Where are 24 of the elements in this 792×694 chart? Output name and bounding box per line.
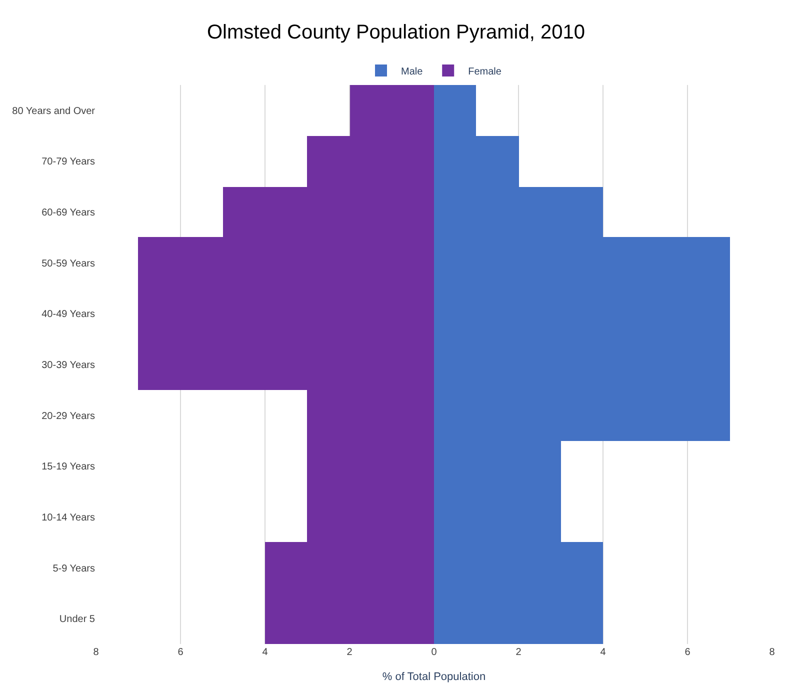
x-tick-label: 0 bbox=[431, 647, 438, 658]
y-tick-label: 70-79 Years bbox=[42, 156, 95, 168]
y-tick-label: 10-14 Years bbox=[42, 512, 95, 524]
x-tick-label: 6 bbox=[684, 647, 691, 658]
y-tick-label: 80 Years and Over bbox=[12, 106, 96, 117]
x-tick-label: 2 bbox=[346, 647, 353, 658]
legend-label: Female bbox=[468, 66, 502, 78]
y-tick-label: 20-29 Years bbox=[42, 410, 95, 422]
x-axis-title: % of Total Population bbox=[382, 671, 486, 684]
chart-title: Olmsted County Population Pyramid, 2010 bbox=[207, 21, 585, 44]
legend-label: Male bbox=[401, 66, 424, 78]
y-tick-label: 60-69 Years bbox=[42, 208, 95, 219]
y-tick-label: 40-49 Years bbox=[42, 309, 95, 320]
y-tick-label: 15-19 Years bbox=[42, 462, 95, 473]
y-tick-label: 30-39 Years bbox=[42, 360, 95, 371]
x-tick-label: 6 bbox=[178, 647, 184, 658]
x-tick-label: 8 bbox=[769, 647, 776, 658]
y-tick-label: Under 5 bbox=[59, 614, 96, 626]
x-tick-label: 2 bbox=[516, 647, 522, 658]
y-tick-label: 5-9 Years bbox=[52, 563, 95, 574]
x-tick-label: 4 bbox=[600, 647, 606, 658]
x-tick-label: 4 bbox=[262, 647, 268, 658]
x-tick-label: 8 bbox=[93, 647, 100, 658]
y-tick-label: 50-59 Years bbox=[42, 258, 95, 270]
